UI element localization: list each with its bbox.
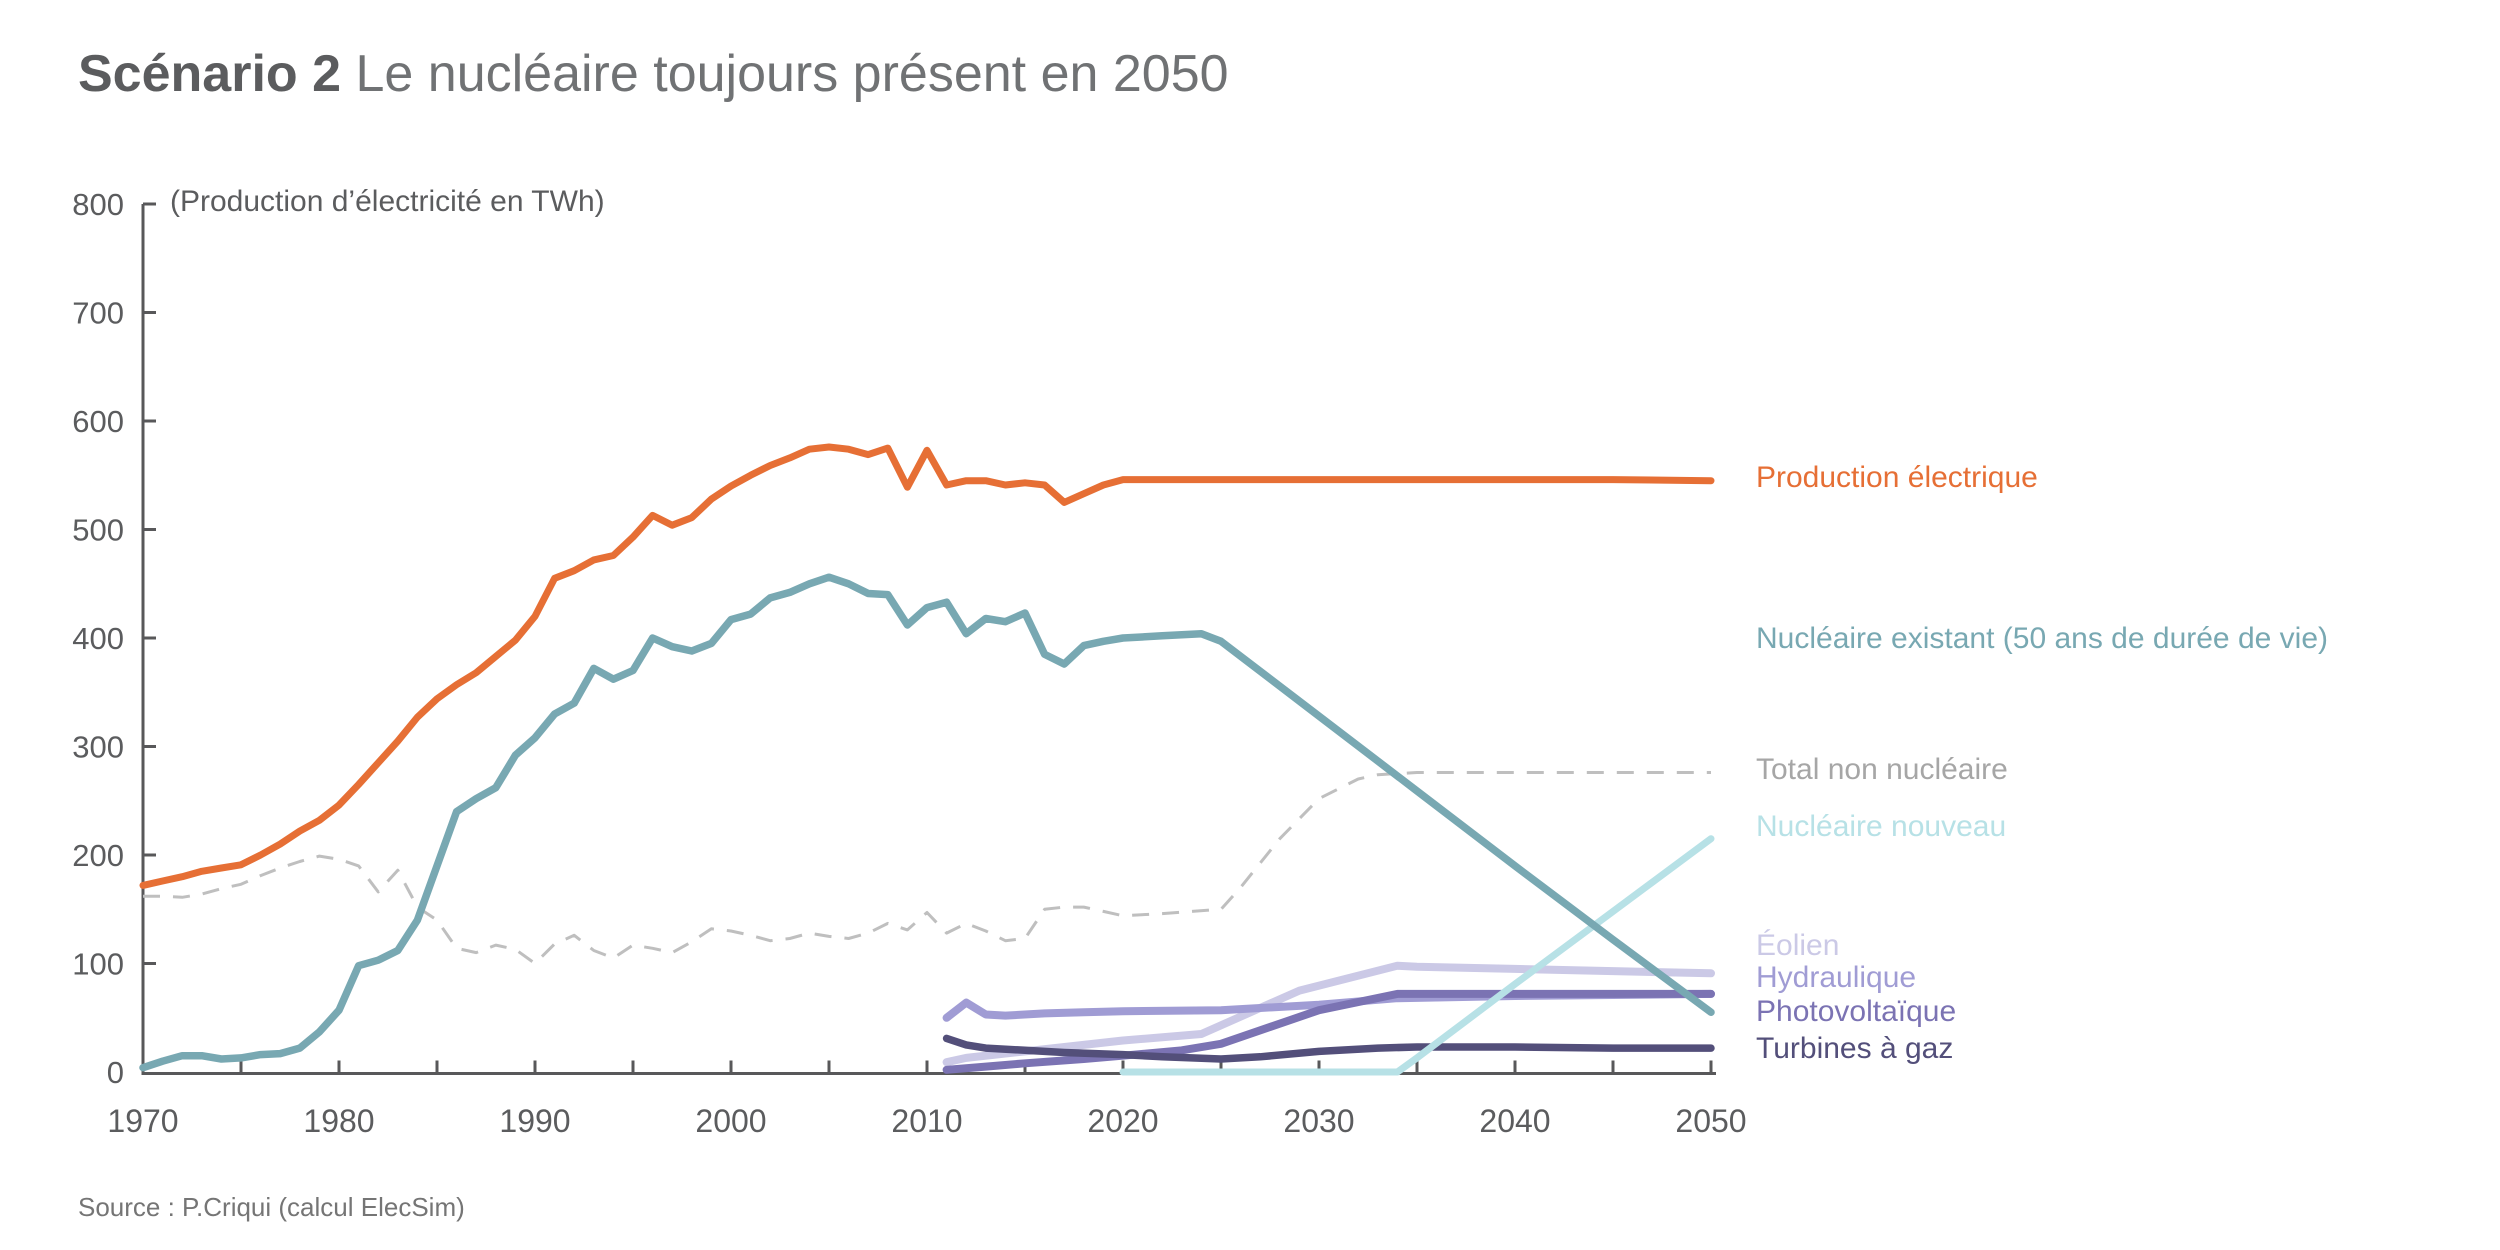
series-line-photovoltaique xyxy=(942,989,1715,1074)
y-tick-label: 400 xyxy=(72,621,124,656)
series-line-production_electrique xyxy=(139,443,1715,889)
series-line-total_non_nucleaire xyxy=(143,771,1711,965)
x-tick-label: 2010 xyxy=(891,1103,962,1139)
legend-label-nucleaire_nouveau: Nucléaire nouveau xyxy=(1756,810,2007,843)
x-tick-label: 1990 xyxy=(499,1103,570,1139)
x-tick-label: 2020 xyxy=(1087,1103,1158,1139)
legend-label-production_electrique: Production électrique xyxy=(1756,461,2038,494)
y-tick-label: 500 xyxy=(72,513,124,548)
x-tick-label: 1970 xyxy=(107,1103,178,1139)
page-title: Scénario 2 Le nucléaire toujours présent… xyxy=(78,44,1229,104)
y-tick-label: 100 xyxy=(72,947,124,982)
x-tick-label: 1980 xyxy=(303,1103,374,1139)
x-tick-label: 2050 xyxy=(1675,1103,1746,1139)
legend-label-hydraulique: Hydraulique xyxy=(1756,961,1917,994)
legend-label-turbines_a_gaz: Turbines à gaz xyxy=(1756,1032,1954,1065)
legend-label-photovoltaique: Photovoltaïque xyxy=(1756,995,1957,1028)
y-tick-label: 600 xyxy=(72,404,124,439)
y-axis-unit-label: (Production d’électricité en TWh) xyxy=(170,185,605,218)
source-note: Source : P.Criqui (calcul ElecSim) xyxy=(78,1192,465,1222)
y-tick-label: 0 xyxy=(107,1055,124,1090)
series-line-nucleaire_nouveau xyxy=(1119,835,1715,1076)
legend-label-total_non_nucleaire: Total non nucléaire xyxy=(1756,753,2008,786)
x-tick-label: 2030 xyxy=(1283,1103,1354,1139)
x-tick-label: 2000 xyxy=(695,1103,766,1139)
legend-label-nucleaire_existant: Nucléaire existant (50 ans de durée de v… xyxy=(1756,622,2328,655)
page-title-subtitle: Le nucléaire toujours présent en 2050 xyxy=(355,45,1229,103)
series-line-nucleaire_existant xyxy=(139,573,1715,1072)
legend-label-eolien: Éolien xyxy=(1756,929,1840,962)
series-line-eolien xyxy=(942,961,1715,1067)
y-tick-label: 800 xyxy=(72,187,124,222)
y-tick-label: 700 xyxy=(72,296,124,331)
axis-lines xyxy=(141,204,1716,1075)
page-title-scenario: Scénario 2 xyxy=(78,45,342,103)
series-line-turbines_a_gaz xyxy=(942,1034,1715,1063)
y-tick-label: 200 xyxy=(72,838,124,873)
x-tick-label: 2040 xyxy=(1479,1103,1550,1139)
y-tick-label: 300 xyxy=(72,730,124,765)
